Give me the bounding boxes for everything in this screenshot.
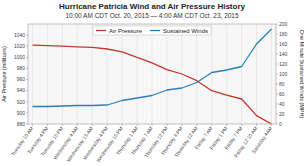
tick-y2 [276, 54, 278, 55]
axis-label-y2: One Minute Sustained Winds (MPH) [299, 30, 304, 119]
tick-x [47, 124, 48, 126]
legend-label: Air Pressure [109, 28, 143, 34]
tick-x [271, 124, 272, 126]
grid-line-x [241, 24, 242, 124]
grid-line-x [32, 24, 33, 124]
tick-y [26, 68, 28, 69]
grid-line-x [92, 24, 93, 124]
tick-label-y: 880 [17, 121, 26, 127]
grid-line-x [256, 24, 257, 124]
tick-x [256, 124, 257, 126]
tick-label-y: 1000 [14, 54, 25, 60]
tick-x [211, 124, 212, 126]
series-line [32, 45, 271, 124]
series-group [32, 29, 271, 124]
tick-y2 [276, 124, 278, 125]
tick-y2 [276, 94, 278, 95]
tick-x [77, 124, 78, 126]
grid-line-x [107, 24, 108, 124]
tick-y2 [276, 104, 278, 105]
title: Hurricane Patricia Wind and Air Pressure… [59, 2, 245, 11]
tick-y [26, 90, 28, 91]
tick-y2 [276, 84, 278, 85]
tick-label-y2: 40 [279, 101, 285, 107]
tick-x [152, 124, 153, 126]
tick-y2 [276, 64, 278, 65]
legend: Air Pressure Sustained Winds [93, 26, 211, 35]
tick-x [166, 124, 167, 126]
grid-line-x [226, 24, 227, 124]
grid-line-x [211, 24, 212, 124]
series-line [32, 29, 271, 107]
tick-label-y2: 100 [279, 71, 288, 77]
grid [32, 24, 271, 124]
tick-x [92, 124, 93, 126]
tick-y [26, 124, 28, 125]
tick-x [196, 124, 197, 126]
tick-label-x: Saturday 4AM [250, 125, 273, 154]
axes: 880 900 920 940 960 980 1000 1020 1040 0 20 40 60 80 1… [10, 21, 288, 163]
tick-label-y: 1020 [14, 43, 25, 49]
tick-label-y: 940 [17, 87, 26, 93]
tick-y2 [276, 114, 278, 115]
tick-y2 [276, 44, 278, 45]
tick-label-y2: 200 [279, 21, 288, 27]
grid-line-x [47, 24, 48, 124]
tick-y [26, 46, 28, 47]
grid-line-x [271, 24, 272, 124]
tick-x [241, 124, 242, 126]
grid-line-x [62, 24, 63, 124]
tick-y [26, 79, 28, 80]
tick-x [107, 124, 108, 126]
tick-x [181, 124, 182, 126]
tick-x [226, 124, 227, 126]
legend-label: Sustained Winds [163, 28, 208, 34]
subtitle: 10:00 AM CDT Oct. 20, 2015 — 4:00 AM CDT… [65, 12, 239, 19]
tick-label-y2: 0 [279, 121, 282, 127]
tick-label-y2: 140 [279, 51, 288, 57]
tick-label-x: Thursday 12 AM [173, 125, 199, 158]
tick-y2 [276, 74, 278, 75]
tick-label-y: 1040 [14, 32, 25, 38]
background [0, 0, 304, 166]
tick-y [26, 101, 28, 102]
tick-x [122, 124, 123, 126]
plot-area [28, 24, 276, 124]
tick-label-y: 900 [17, 110, 26, 116]
tick-label-y2: 80 [279, 81, 285, 87]
legend-swatch [150, 30, 160, 31]
legend-box [93, 26, 211, 35]
tick-y2 [276, 34, 278, 35]
tick-y2 [276, 24, 278, 25]
tick-y [26, 35, 28, 36]
plot-frame [28, 24, 276, 124]
tick-label-y2: 160 [279, 41, 288, 47]
tick-y [26, 57, 28, 58]
tick-label-y: 920 [17, 99, 26, 105]
legend-swatch [96, 30, 106, 31]
tick-x [137, 124, 138, 126]
grid-line-x [122, 24, 123, 124]
tick-y [26, 112, 28, 113]
grid-line-x [196, 24, 197, 124]
tick-label-y: 980 [17, 65, 26, 71]
grid-line-x [137, 24, 138, 124]
tick-label-y2: 120 [279, 61, 288, 67]
grid-line-x [152, 24, 153, 124]
tick-label-y2: 60 [279, 91, 285, 97]
tick-label-y2: 180 [279, 31, 288, 37]
axis-label-y: Air Pressure (millibars) [1, 46, 7, 102]
tick-label-y2: 20 [279, 111, 285, 117]
grid-line-x [77, 24, 78, 124]
grid-line-x [166, 24, 167, 124]
tick-label-y: 960 [17, 76, 26, 82]
tick-x [32, 124, 33, 126]
tick-x [62, 124, 63, 126]
